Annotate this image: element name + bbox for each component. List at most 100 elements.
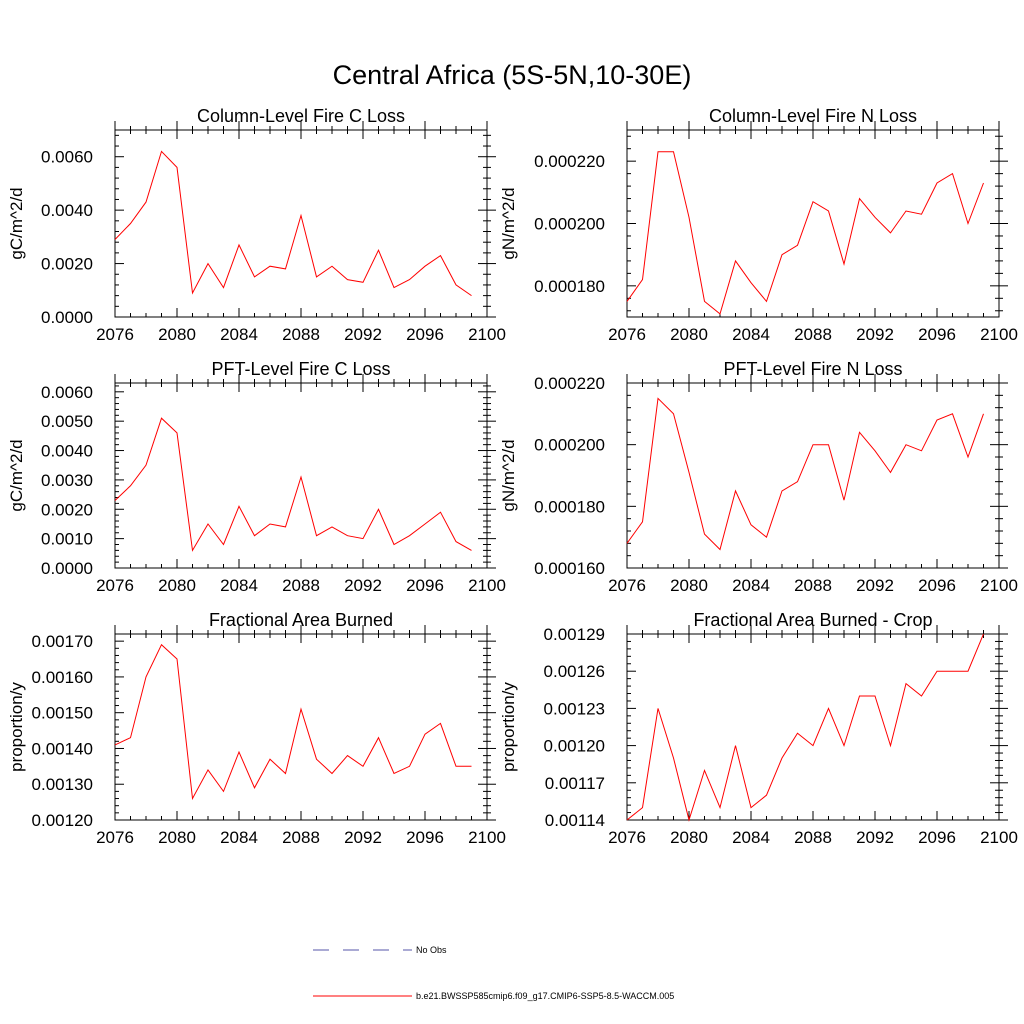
x-tick-label: 2100 [468,576,506,595]
x-tick-label: 2088 [794,325,832,344]
x-tick-label: 2092 [856,325,894,344]
data-point [982,182,984,184]
data-point [874,216,876,218]
data-point [672,151,674,153]
data-point [858,431,860,433]
data-point [750,282,752,284]
data-point [688,216,690,218]
plot-frame [626,382,1000,569]
data-point [331,772,333,774]
x-tick-label: 2088 [282,325,320,344]
panel-title: PFT-Level Fire N Loss [723,359,902,379]
data-point [362,281,364,283]
data-point [889,471,891,473]
data-point [781,757,783,759]
data-point [781,253,783,255]
data-point [176,432,178,434]
data-point [765,536,767,538]
data-point [843,744,845,746]
data-point [936,670,938,672]
x-tick-label: 2096 [406,325,444,344]
data-point [346,754,348,756]
data-point [455,284,457,286]
chart-panel-3: PFT-Level Fire C Loss 2076 2080 2084 2088 209… [7,359,506,595]
data-point [191,549,193,551]
plot-frame [626,129,1000,318]
y-tick-label: 0.00120 [32,811,93,830]
data-point [641,806,643,808]
y-tick-label: 0.0000 [41,559,93,578]
data-point [672,413,674,415]
data-point [936,419,938,421]
data-point [858,695,860,697]
data-point [626,300,628,302]
data-point [439,254,441,256]
data-point [905,210,907,212]
data-point [951,172,953,174]
data-point [889,232,891,234]
data-point [626,542,628,544]
data-point [455,765,457,767]
data-point [393,543,395,545]
x-tick-label: 2088 [794,828,832,847]
data-point [719,313,721,315]
data-point [905,682,907,684]
data-point [207,769,209,771]
data-point [300,214,302,216]
data-point [688,471,690,473]
data-point [920,450,922,452]
y-tick-label: 0.0000 [41,308,93,327]
data-point [393,772,395,774]
legend-label: b.e21.BWSSP585cmip6.f09_g17.CMIP6-SSP5-8… [416,991,674,1001]
data-point [439,511,441,513]
data-point [982,413,984,415]
data-point [827,707,829,709]
plot-frame [626,633,1000,821]
x-tick-label: 2080 [670,828,708,847]
data-point [284,772,286,774]
y-tick-label: 0.0060 [41,383,93,402]
y-tick-label: 0.000160 [534,559,605,578]
data-point [222,790,224,792]
y-tick-label: 0.000220 [534,152,605,171]
x-tick-label: 2076 [608,828,646,847]
data-point [703,300,705,302]
x-tick-label: 2092 [344,576,382,595]
data-point [796,480,798,482]
panel-title: PFT-Level Fire C Loss [211,359,390,379]
data-point [393,286,395,288]
chart-panel-2: Column-Level Fire N Loss 2076 2080 2084 2088… [499,106,1018,344]
series-line [114,417,472,552]
data-point [300,708,302,710]
x-tick-label: 2092 [856,576,894,595]
data-point [253,276,255,278]
y-tick-label: 0.000180 [534,277,605,296]
data-point [843,263,845,265]
y-tick-label: 0.0030 [41,471,93,490]
data-point [920,695,922,697]
x-tick-label: 2076 [96,576,134,595]
data-point [377,249,379,251]
chart-panel-6: Fractional Area Burned - Crop 2076 2080 208… [499,610,1018,847]
data-point [657,151,659,153]
y-tick-label: 0.00117 [545,774,605,793]
data-point [300,476,302,478]
data-point [765,300,767,302]
data-point [657,397,659,399]
data-point [269,523,271,525]
data-point [377,508,379,510]
x-tick-label: 2076 [608,576,646,595]
data-point [812,744,814,746]
data-point [703,533,705,535]
data-point [408,278,410,280]
data-point [719,548,721,550]
data-point [145,676,147,678]
y-axis-label: gC/m^2/d [7,439,26,511]
legend-label: No Obs [416,945,447,955]
x-tick-label: 2084 [220,576,258,595]
data-point [191,292,193,294]
y-axis-label: gN/m^2/d [499,439,518,511]
legend: No Obs b.e21.BWSSP585cmip6.f09_g17.CMIP6-… [313,945,674,1001]
data-point [145,464,147,466]
x-tick-label: 2096 [406,828,444,847]
